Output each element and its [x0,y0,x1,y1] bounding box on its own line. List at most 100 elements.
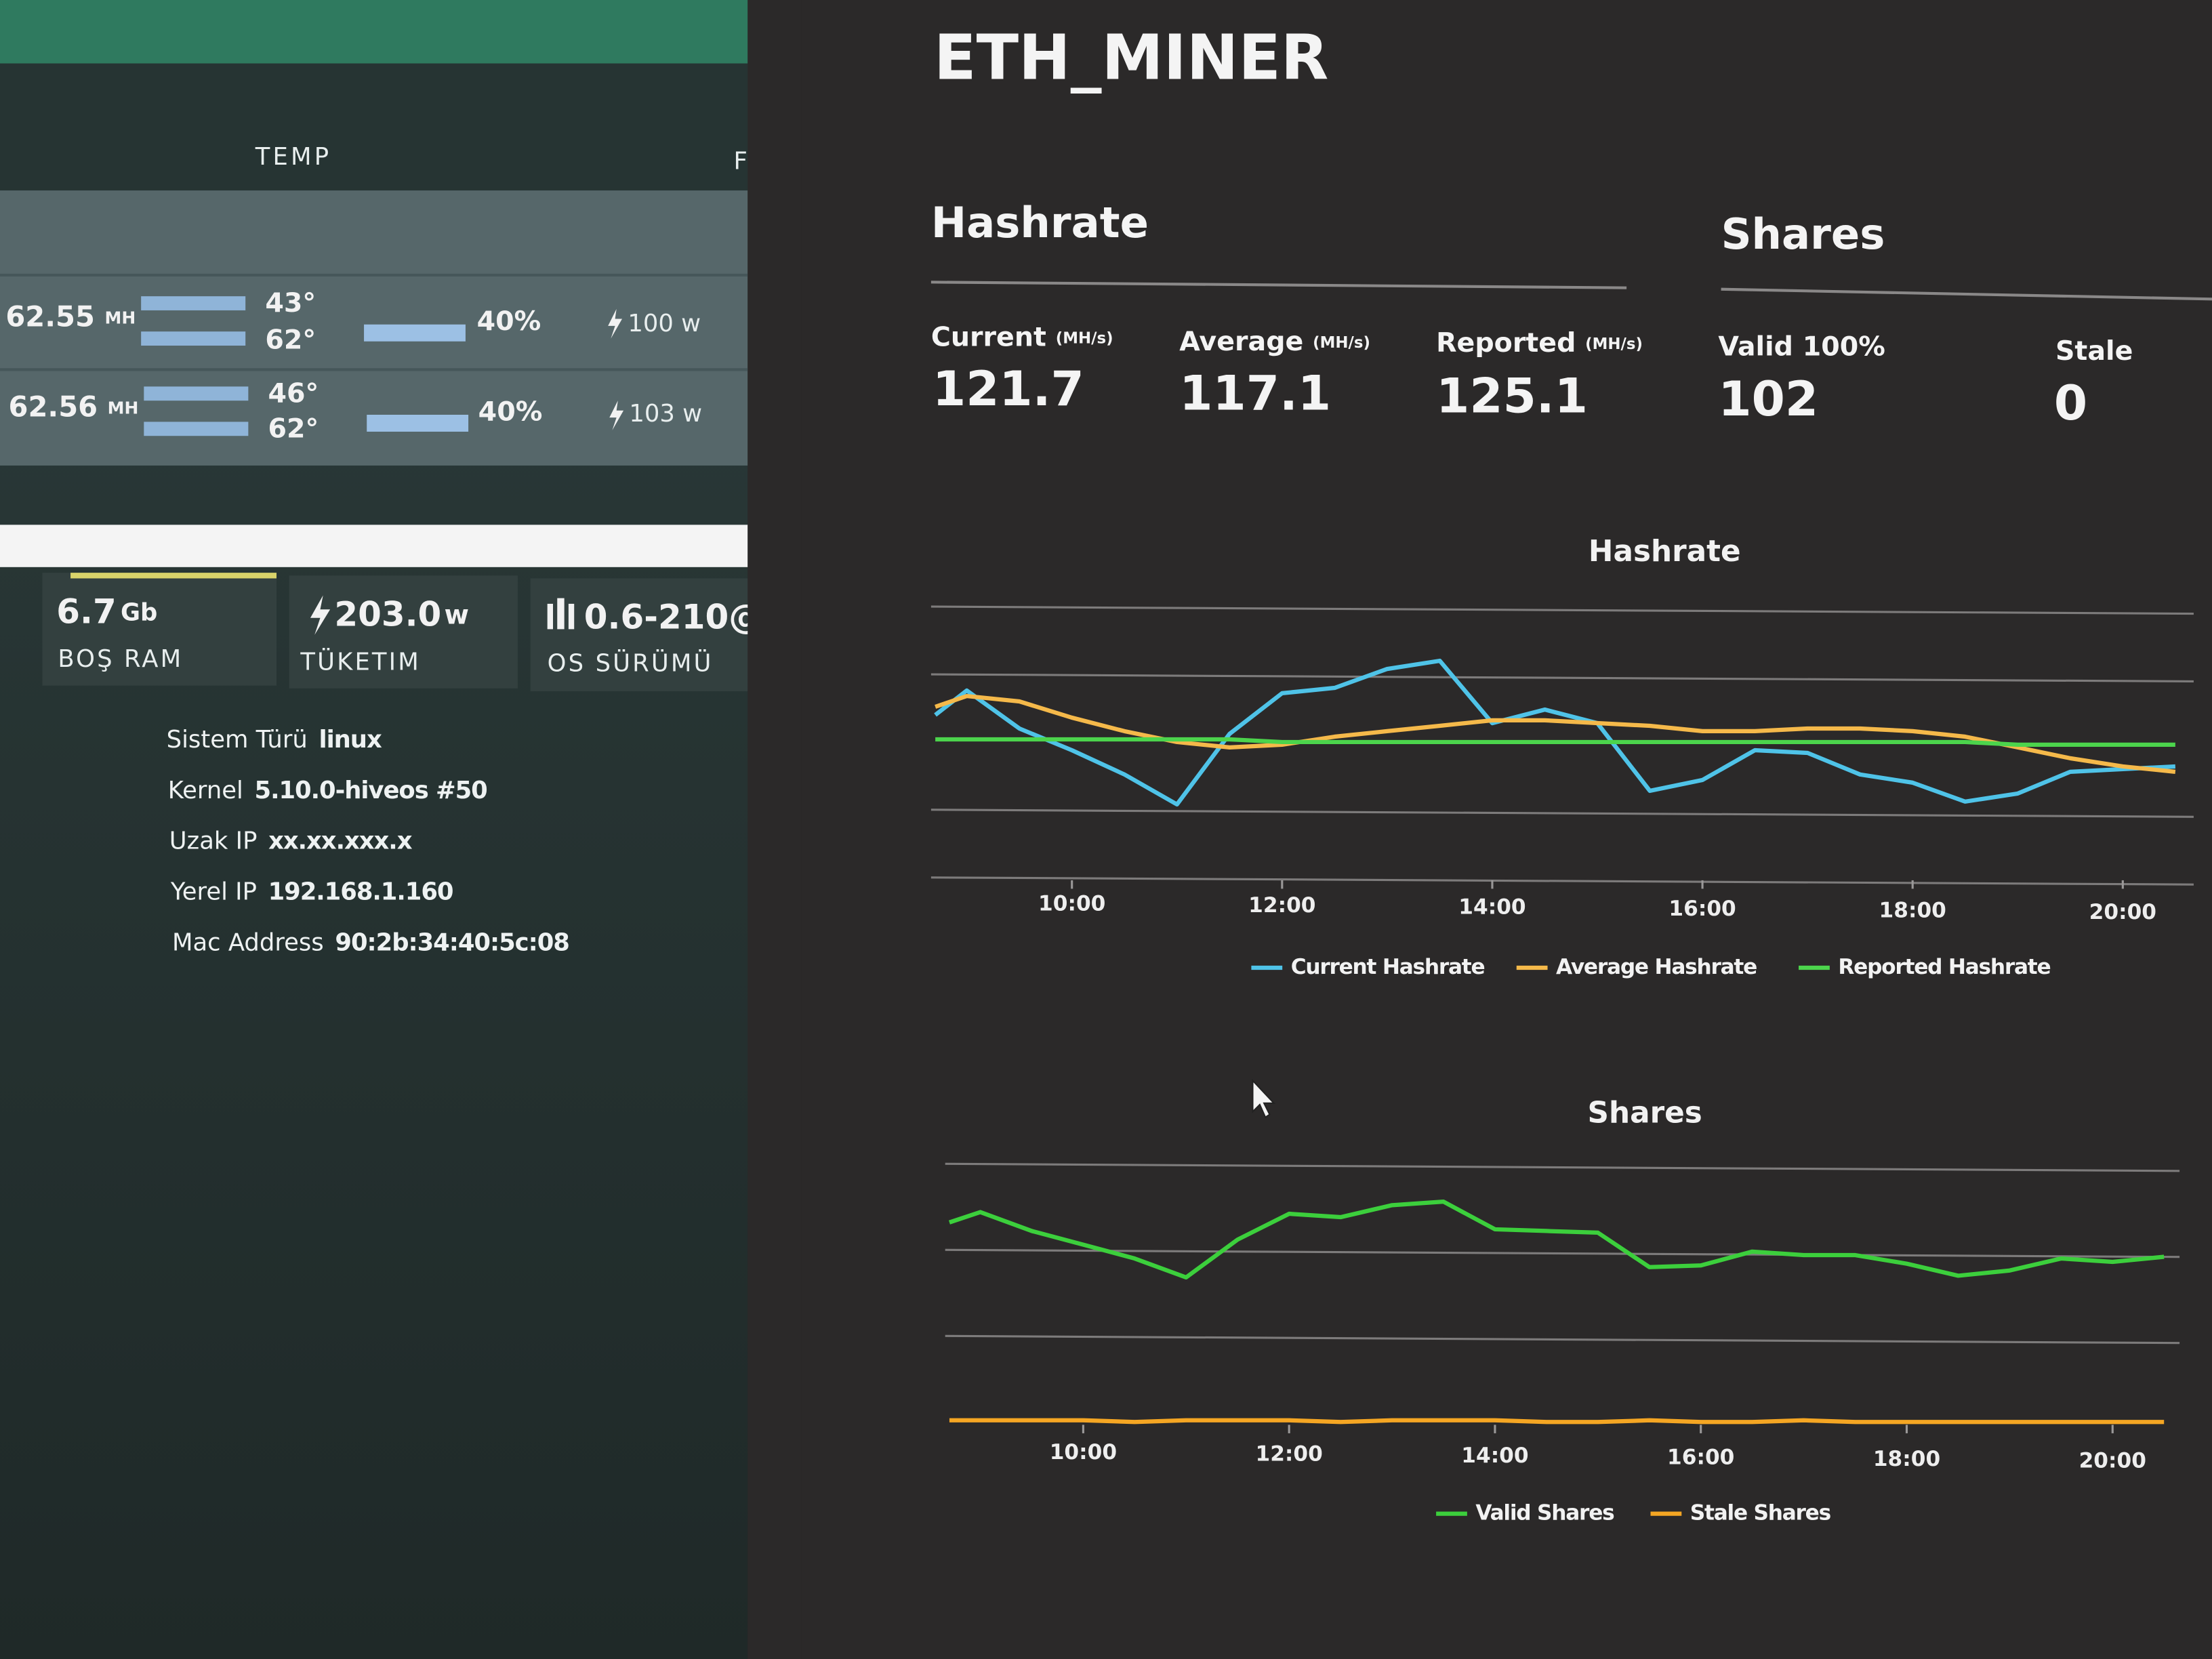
info-key: Uzak IP [169,827,258,855]
table-header [0,63,748,191]
fan-bar [367,415,469,432]
info-value: 5.10.0-hiveos #50 [255,777,487,804]
section-rule [930,281,1627,289]
fan-bar [364,324,466,342]
stat-value: 0.6-210@ [584,597,762,636]
gpu-row: 62.56 MH 46° 62° 40% 103 w [8,377,702,444]
legend-label: Reported Hashrate [1838,955,2050,979]
chart-title: Shares [1588,1095,1702,1130]
power: 103 w [629,400,702,428]
fan: 40% [478,396,543,427]
stat-value: 203.0 w [334,594,469,634]
grid-line [930,605,2194,615]
stat-box [42,573,277,686]
legend-label: Current Hashrate [1291,955,1485,979]
stat-value: 0 [2054,375,2087,431]
x-tick-label: 14:00 [1461,1443,1528,1468]
grid-line [945,1162,2180,1172]
icon-bar [547,603,553,630]
x-tick-label: 10:00 [1050,1440,1117,1465]
white-bar [0,525,748,567]
os-icon [547,598,575,630]
stat-label: OS SÜRÜMÜ [548,649,714,677]
info-line: Sistem Türü linux [167,726,382,754]
icon-bar [568,603,575,630]
panel-edge [747,0,802,1659]
power-icon [608,308,622,339]
temp-core: 46° [268,377,319,409]
stat-label: Current (MH/s) [931,321,1113,352]
grid-line [930,673,2194,682]
grid-line [930,808,2194,818]
fan: 40% [477,306,541,337]
x-tick-label: 20:00 [2079,1449,2146,1473]
x-tick-label: 20:00 [2089,900,2156,924]
gpu-hashrate: 62.56 MH [8,390,138,424]
x-tick-label: 18:00 [1879,898,1946,922]
power-icon [310,595,331,635]
grid-line [945,1248,2180,1258]
system-info: Sistem Türü linux Kernel 5.10.0-hiveos #50 U… [167,726,570,957]
top-bar [0,0,748,64]
series-line [949,1418,2165,1425]
info-key: Mac Address [172,929,324,957]
info-line: Kernel 5.10.0-hiveos #50 [168,777,487,804]
stat-box [530,578,748,691]
chart-title: Hashrate [1589,534,1741,569]
x-tick-label: 18:00 [1873,1447,1940,1471]
info-key: Yerel IP [170,878,257,906]
stat-label: TÜKETIM [300,647,420,676]
stat-value: 102 [1718,371,1818,427]
grid-line [930,876,2194,886]
temp-bar [141,296,246,310]
stat-label: Reported (MH/s) [1436,327,1643,358]
stat-value: 117.1 [1179,365,1331,421]
stat-value: 125.1 [1436,368,1588,424]
section-title: Hashrate [931,198,1149,247]
x-tick-label: 12:00 [1248,893,1315,918]
mouse-cursor [1252,1078,1276,1119]
info-line: Mac Address 90:2b:34:40:5c:08 [172,929,569,957]
gpu-hashrate: 62.55 MH [5,300,136,333]
legend-label: Stale Shares [1690,1501,1831,1525]
info-value: xx.xx.xxx.x [268,827,413,855]
x-tick-label: 14:00 [1458,895,1525,919]
series-line [935,737,2175,747]
info-value: 192.168.1.160 [268,878,453,906]
stat-label: Stale [2055,335,2133,367]
stat-label: Valid 100% [1718,331,1885,363]
section-title: Shares [1721,209,1885,259]
x-tick-label: 16:00 [1667,1446,1734,1470]
temp-bar [144,386,249,401]
info-value: linux [319,726,382,754]
header: F [733,147,747,175]
temp-header: TEMP [255,143,331,171]
stat-box [289,575,518,689]
info-key: Kernel [168,777,243,804]
stat-label: BOŞ RAM [58,645,183,673]
temp-mem: 62° [265,324,316,355]
stat-label: Average (MH/s) [1179,325,1370,356]
temp-bar [141,331,246,346]
grid-line [945,1334,2180,1345]
section-rule [1721,287,2212,301]
x-tick-label: 16:00 [1668,897,1736,921]
series-line [935,693,2176,774]
power: 100 w [628,310,701,337]
worker-name: ETH_MINER [934,21,1328,94]
gpu-row: 62.55 MH 43° 62° 40% 100 w [5,287,701,355]
stat-value: 6.7 Gb [56,592,157,631]
info-key: Sistem Türü [167,726,308,754]
icon-bar [557,598,565,630]
series-line [948,1200,2165,1280]
temp-bar [144,422,249,436]
power-icon [609,401,624,430]
temp-core: 43° [265,287,316,319]
stat-value: 121.7 [933,361,1084,417]
series-line [934,658,2176,807]
stat-accent [70,573,276,579]
info-line: Yerel IP 192.168.1.160 [170,878,453,906]
temp-mem: 62° [268,413,319,444]
